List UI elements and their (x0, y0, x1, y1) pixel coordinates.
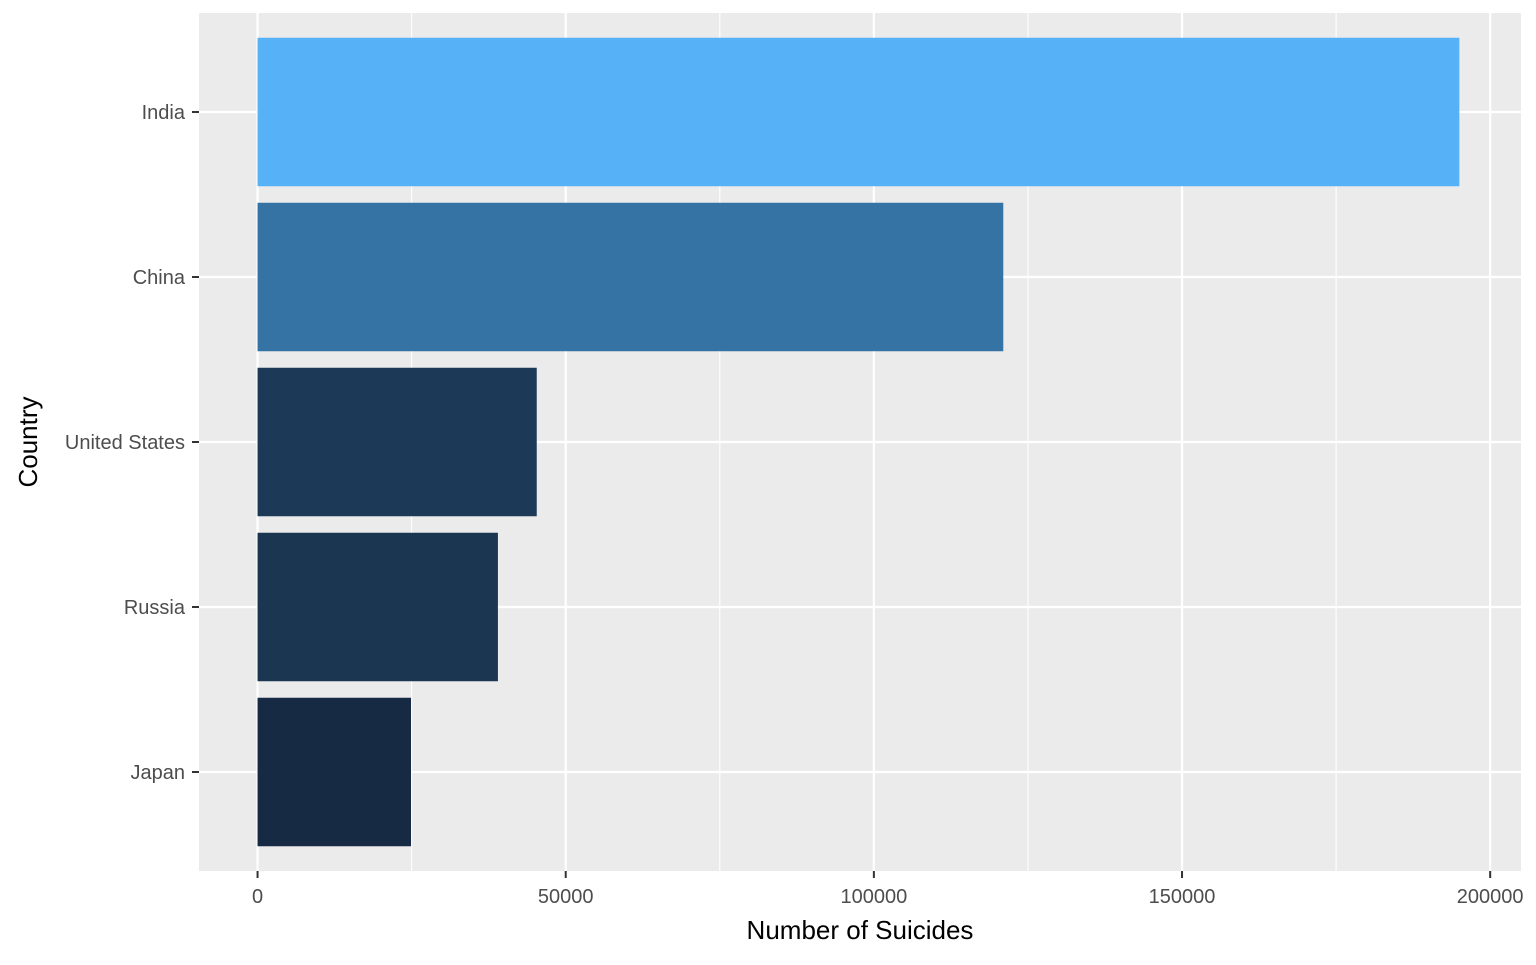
bar (257, 202, 1004, 352)
x-tick-label: 50000 (538, 886, 594, 908)
bar (257, 37, 1460, 187)
x-tick-label: 100000 (840, 886, 907, 908)
y-tick-label: Japan (131, 762, 186, 784)
bar (257, 532, 498, 682)
bar (257, 697, 412, 847)
y-tick-label: China (133, 267, 186, 289)
x-axis-title: Number of Suicides (747, 915, 974, 945)
y-tick-label: Russia (124, 597, 186, 619)
x-axis: 0 50000 100000 150000 200000 (252, 871, 1524, 908)
y-tick-label: United States (65, 432, 185, 454)
x-tick-label: 200000 (1457, 886, 1524, 908)
bars (257, 37, 1460, 847)
x-tick-label: 150000 (1149, 886, 1216, 908)
x-tick-label: 0 (252, 886, 263, 908)
bar (257, 367, 537, 517)
y-axis-title: Country (13, 396, 43, 487)
y-axis: India China United States Russia Japan (65, 102, 199, 784)
y-tick-label: India (142, 102, 186, 124)
